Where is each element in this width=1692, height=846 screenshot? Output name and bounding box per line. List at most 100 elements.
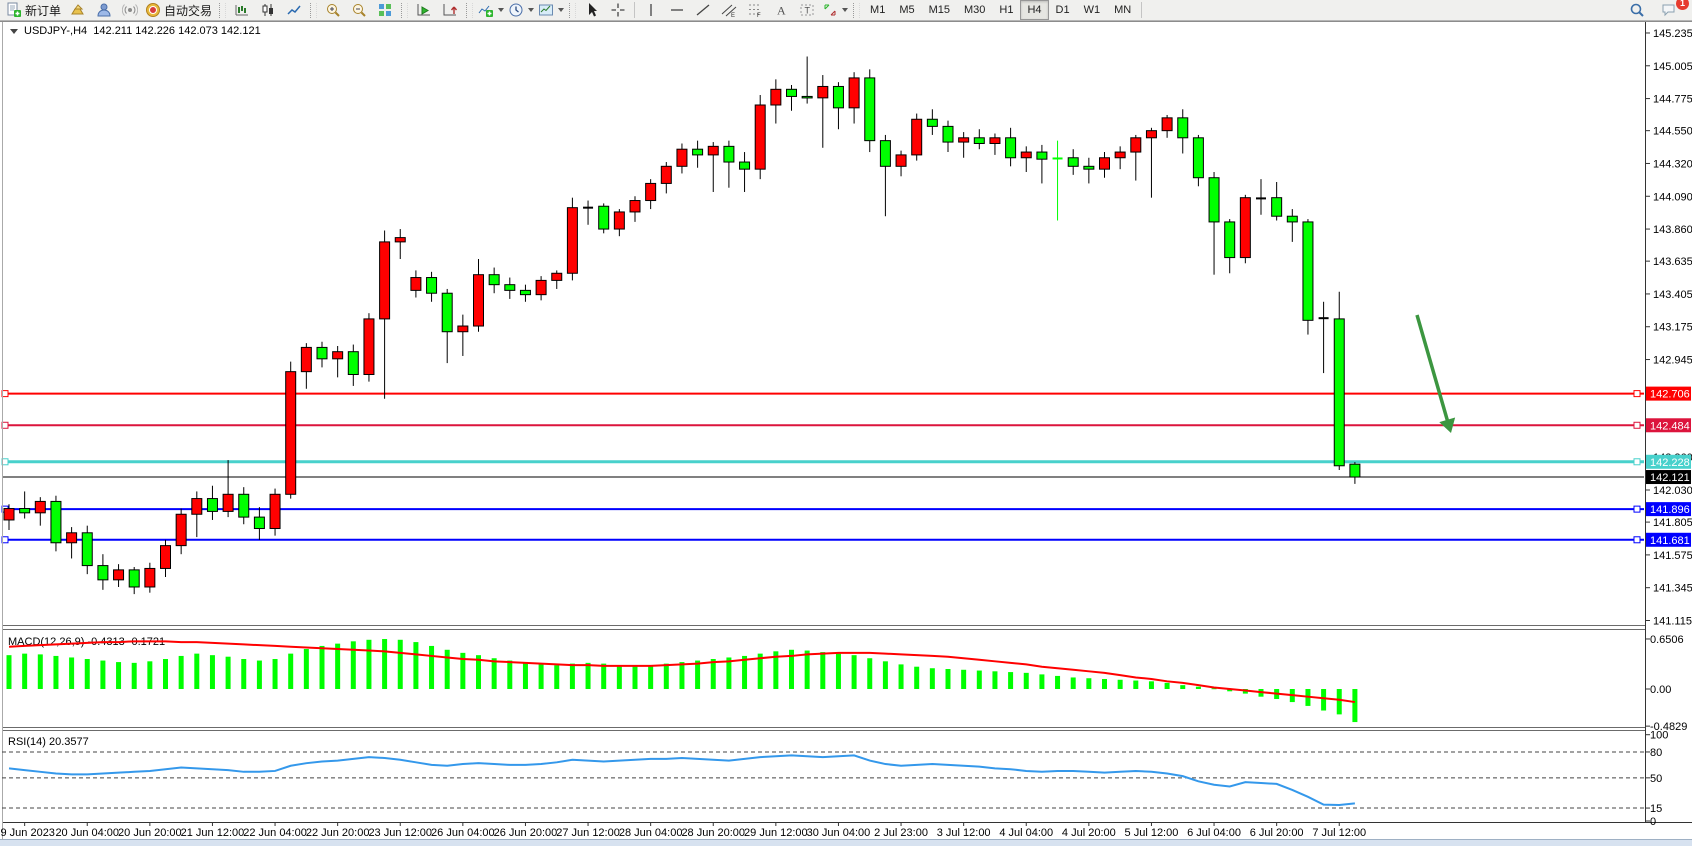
macd-histogram-bar [569, 663, 575, 689]
macd-histogram-bar [241, 659, 247, 689]
add-indicator-button[interactable] [476, 1, 506, 20]
candle-body [1349, 463, 1361, 478]
timeframe-m1-button[interactable]: M1 [870, 4, 886, 16]
candle-body [222, 493, 234, 512]
chevron-down-icon [528, 8, 535, 12]
tile-windows-button[interactable] [372, 1, 398, 20]
zoom-out-button[interactable] [346, 1, 372, 20]
line-handle[interactable] [1633, 390, 1641, 398]
macd-histogram-bar [37, 654, 43, 689]
candle-body [1067, 157, 1079, 167]
timeframe-m15-button[interactable]: M15 [928, 4, 950, 16]
rsi-axis-label: 15 [1650, 803, 1662, 815]
line-handle[interactable] [1633, 536, 1641, 544]
candle-body [911, 118, 923, 156]
candle-body [613, 211, 625, 230]
price-badge-label: 142.484 [1650, 420, 1690, 432]
line-handle[interactable] [1633, 421, 1641, 429]
macd-histogram-bar [1180, 685, 1186, 689]
zoom-in-button[interactable] [320, 1, 346, 20]
macd-histogram-bar [397, 639, 403, 689]
channel-button[interactable]: E [716, 1, 742, 20]
horizontal-line-button[interactable] [664, 1, 690, 20]
periods-button[interactable] [506, 1, 536, 20]
timeframe-mn-button[interactable]: MN [1114, 4, 1132, 16]
time-axis-label: 4 Jul 04:00 [999, 827, 1053, 839]
trend-arrow-head[interactable] [1439, 417, 1456, 433]
candle-body [426, 277, 438, 294]
macd-histogram-bar [1211, 688, 1217, 690]
timeframe-d1-button[interactable]: D1 [1055, 4, 1070, 16]
time-axis-label: 26 Jun 04:00 [431, 827, 495, 839]
arrows-button[interactable] [820, 1, 850, 20]
macd-histogram-bar [444, 649, 450, 689]
new-order-icon [6, 2, 22, 18]
template-button[interactable] [536, 1, 566, 20]
timeframe-h1-button[interactable]: H1 [999, 4, 1014, 16]
timeframe-m30-button[interactable]: M30 [964, 4, 986, 16]
trendline-button[interactable] [690, 1, 716, 20]
auto-scroll-button[interactable] [411, 1, 437, 20]
candle-body [958, 137, 970, 143]
price-axis-label: 141.345 [1653, 583, 1692, 595]
macd-histogram-bar [491, 658, 497, 689]
timeframe-m5-button[interactable]: M5 [899, 4, 915, 16]
autotrading-button[interactable]: 自动交易 [143, 1, 216, 20]
toolbar-grip [569, 2, 577, 18]
label-button[interactable]: T [794, 1, 820, 20]
price-axis-label: 143.405 [1653, 289, 1692, 301]
candle-body [191, 498, 203, 515]
line-chart-button[interactable] [281, 1, 307, 20]
chevron-down-icon [498, 8, 505, 12]
candle-body [1145, 130, 1157, 139]
metaeditor-button[interactable] [91, 1, 117, 20]
time-axis-label: 19 Jun 2023 [0, 827, 55, 839]
new-order-button[interactable]: 新订单 [4, 1, 65, 20]
gold-bars-button[interactable] [65, 1, 91, 20]
bar-chart-icon [234, 2, 250, 18]
line-handle[interactable] [1633, 458, 1641, 466]
chart-title: USDJPY-,H4 142.211 142.226 142.073 142.1… [24, 25, 261, 37]
candle-body [989, 137, 1001, 144]
bar-chart-button[interactable] [229, 1, 255, 20]
macd-histogram-bar [100, 660, 106, 689]
line-handle[interactable] [1633, 505, 1641, 513]
crosshair-button[interactable] [605, 1, 631, 20]
broadcast-button[interactable] [117, 1, 143, 20]
text-button[interactable]: A [768, 1, 794, 20]
timeframe-h4-button[interactable]: H4 [1020, 0, 1049, 20]
price-badge [1646, 386, 1691, 401]
trend-arrow[interactable] [1415, 314, 1450, 424]
one-click-trading-toggle[interactable] [10, 28, 18, 34]
rsi-axis-label: 100 [1650, 730, 1668, 742]
candle-body [817, 85, 829, 99]
fibonacci-button[interactable]: F [742, 1, 768, 20]
candle-body [1239, 197, 1251, 259]
macd-histogram-bar [350, 641, 356, 689]
macd-histogram-bar [507, 660, 513, 689]
trendline-icon [695, 2, 711, 18]
candle-body [895, 154, 907, 167]
candlestick-button[interactable] [255, 1, 281, 20]
rsi-indicator-label: RSI(14) 20.3577 [8, 736, 89, 748]
chevron-down-icon [558, 8, 565, 12]
candlestick-icon [260, 2, 276, 18]
notifications-button[interactable]: 1 [1656, 0, 1689, 20]
macd-histogram-bar [6, 655, 12, 689]
macd-axis-label: 0.00 [1650, 684, 1671, 696]
vertical-line-button[interactable] [638, 1, 664, 20]
macd-histogram-bar [194, 653, 200, 689]
search-button[interactable] [1624, 1, 1650, 20]
candle-body [1333, 318, 1345, 467]
timeframe-w1-button[interactable]: W1 [1083, 4, 1101, 16]
price-badge-label: 141.681 [1650, 535, 1690, 547]
cursor-button[interactable] [579, 1, 605, 20]
candle-body [1177, 117, 1189, 139]
chart-shift-button[interactable] [437, 1, 463, 20]
macd-histogram-bar [976, 670, 982, 689]
channel-icon: E [721, 2, 737, 18]
vertical-line-icon [643, 2, 659, 18]
macd-histogram-bar [84, 659, 90, 689]
time-axis-label: 20 Jun 04:00 [55, 827, 119, 839]
